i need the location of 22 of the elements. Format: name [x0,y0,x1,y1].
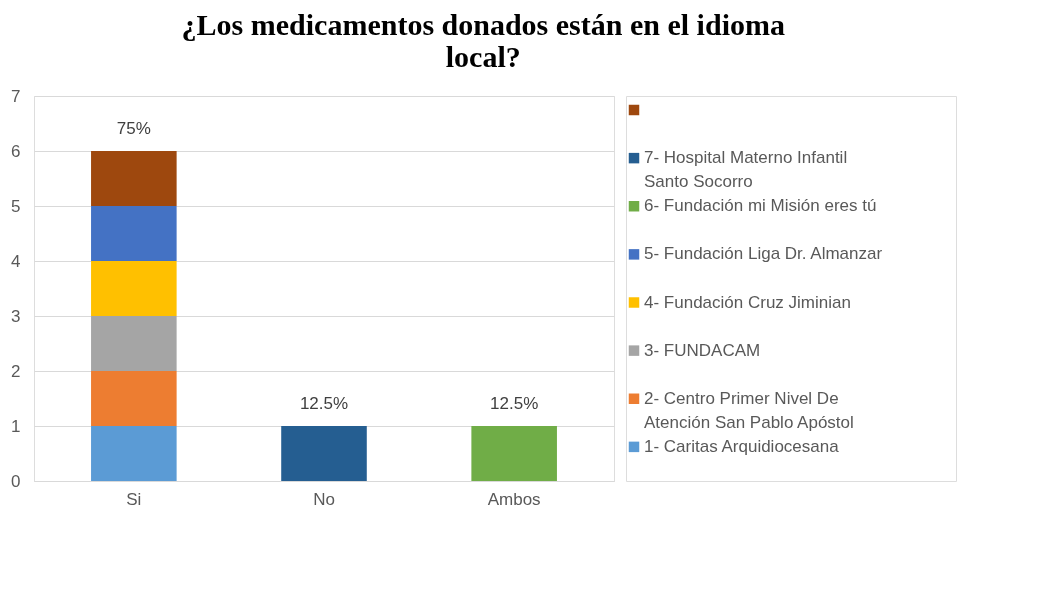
y-tick-label: 5 [11,196,21,216]
y-tick-label: 7 [11,86,21,106]
y-tick-label: 3 [11,306,21,326]
y-tick-label: 2 [11,361,21,381]
legend-label: 2- Centro Primer Nivel De Atención San Pablo Apóstol [644,388,854,432]
chart-title: ¿Los medicamentos donados están en el idioma local? [181,7,785,73]
legend-label: 7- Hospital Materno Infantil Santo Socorro [644,148,848,192]
legend-label: 1- Caritas Arquidiocesana [644,436,840,456]
legend-label: 4- Fundación Cruz Jiminian [644,292,851,312]
x-tick-label: Si [126,489,142,509]
legend-label: 5- Fundación Liga Dr. Almanzar [644,244,883,264]
legend-label: 6- Fundación mi Misión eres tú [644,196,877,216]
y-tick-label: 0 [11,471,21,491]
x-tick-label: No [313,489,335,509]
y-tick-label: 6 [11,141,21,161]
y-tick-label: 1 [11,416,21,436]
y-tick-label: 4 [11,251,21,271]
legend-label: 3- FUNDACAM [644,340,761,360]
annotation: 12.5% [490,394,539,413]
x-tick-label: Ambos [487,489,541,509]
annotation: 12.5% [299,394,349,413]
annotation: 75% [116,119,151,138]
